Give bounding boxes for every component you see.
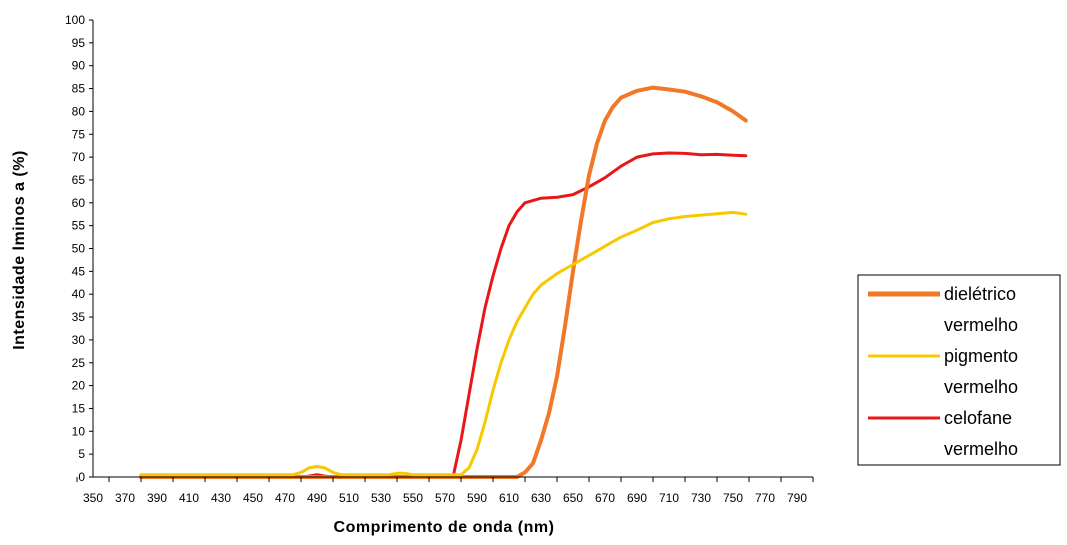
x-tick-label: 730 <box>691 491 711 505</box>
y-tick-label: 75 <box>72 127 86 141</box>
x-tick-label: 690 <box>627 491 647 505</box>
legend: dielétrico vermelho pigmento vermelho celofa… <box>857 274 1061 466</box>
x-tick-label: 610 <box>499 491 519 505</box>
x-tick-label: 370 <box>115 491 135 505</box>
x-tick-label: 550 <box>403 491 423 505</box>
y-tick-label: 70 <box>72 150 86 164</box>
x-tick-label: 410 <box>179 491 199 505</box>
x-tick-label: 450 <box>243 491 263 505</box>
legend-label: pigmento <box>944 346 1018 366</box>
y-tick-label: 85 <box>72 82 86 96</box>
legend-box <box>857 274 1061 466</box>
y-tick-label: 30 <box>72 333 86 347</box>
x-tick-label: 510 <box>339 491 359 505</box>
x-tick-label: 570 <box>435 491 455 505</box>
x-tick-label: 630 <box>531 491 551 505</box>
y-tick-label: 80 <box>72 104 86 118</box>
legend-label: vermelho <box>944 315 1018 335</box>
series-layer <box>139 85 748 479</box>
series-line-1 <box>139 85 748 479</box>
y-tick-label: 65 <box>72 173 86 187</box>
y-tick-label: 25 <box>72 356 86 370</box>
legend-label: celofane <box>944 408 1012 428</box>
x-tick-label: 770 <box>755 491 775 505</box>
x-tick-label: 350 <box>83 491 103 505</box>
y-tick-label: 45 <box>72 264 86 278</box>
y-tick-label: 50 <box>72 242 86 256</box>
legend-label: dielétrico <box>944 284 1016 304</box>
x-tick-label: 790 <box>787 491 807 505</box>
y-tick-label: 40 <box>72 287 86 301</box>
y-tick-label: 15 <box>72 401 86 415</box>
y-tick-label: 55 <box>72 219 86 233</box>
legend-label: vermelho <box>944 377 1018 397</box>
y-ticks: 0 5 10 15 20 25 30 35 40 45 50 55 60 65 70 75 80 85 90 95 10… <box>65 13 93 484</box>
y-tick-label: 0 <box>78 470 85 484</box>
y-tick-label: 90 <box>72 59 86 73</box>
x-tick-label: 650 <box>563 491 583 505</box>
x-tick-label: 750 <box>723 491 743 505</box>
x-tick-label: 590 <box>467 491 487 505</box>
x-tick-label: 710 <box>659 491 679 505</box>
y-tick-label: 20 <box>72 379 86 393</box>
series-line-3 <box>139 151 748 479</box>
y-tick-label: 5 <box>78 447 85 461</box>
x-ticks: 350 370 390 410 430 450 470 490 510 530 550 570 590 6… <box>76 477 814 505</box>
legend-label: vermelho <box>944 439 1018 459</box>
y-tick-label: 60 <box>72 196 86 210</box>
x-tick-label: 430 <box>211 491 231 505</box>
series-line-2 <box>139 210 748 477</box>
y-tick-label: 35 <box>72 310 86 324</box>
x-axis-title: Comprimento de onda (nm) <box>334 519 555 536</box>
y-tick-label: 10 <box>72 424 86 438</box>
x-tick-label: 490 <box>307 491 327 505</box>
x-tick-label: 670 <box>595 491 615 505</box>
x-tick-label: 530 <box>371 491 391 505</box>
y-axis-title: Intensidade lminos a (%) <box>11 150 28 350</box>
y-tick-label: 100 <box>65 13 85 27</box>
x-tick-label: 470 <box>275 491 295 505</box>
y-tick-label: 95 <box>72 36 86 50</box>
x-tick-label: 390 <box>147 491 167 505</box>
